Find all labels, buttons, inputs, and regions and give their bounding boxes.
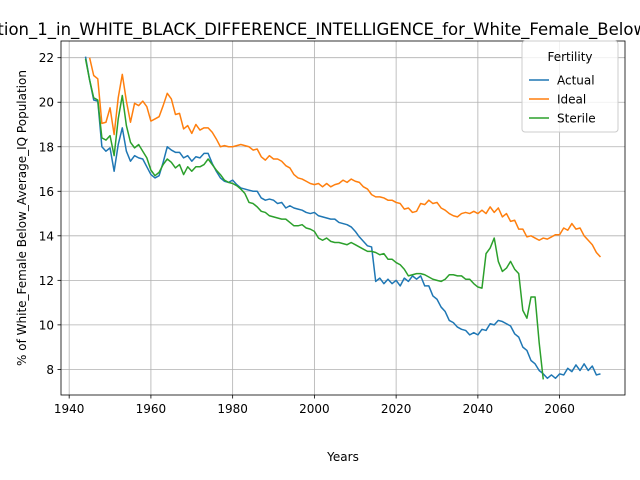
y-tick-label: 14 xyxy=(39,229,54,243)
legend-title: Fertility xyxy=(547,50,592,64)
y-tick-label: 8 xyxy=(46,363,54,377)
legend-label-ideal: Ideal xyxy=(557,93,586,107)
chart-title: Generation_1_in_WHITE_BLACK_DIFFERENCE_I… xyxy=(0,20,640,40)
x-tick-label: 1980 xyxy=(217,402,248,416)
x-tick-label: 1960 xyxy=(136,402,167,416)
y-tick-label: 18 xyxy=(39,140,54,154)
legend: Fertility Actual Ideal Sterile xyxy=(521,40,619,133)
x-tick-label: 2040 xyxy=(463,402,494,416)
x-axis-ticks: 1940 1960 1980 2000 2020 2040 2060 xyxy=(54,395,575,416)
x-tick-label: 2060 xyxy=(544,402,575,416)
y-tick-label: 16 xyxy=(39,185,54,199)
plot-frame xyxy=(60,40,626,396)
legend-label-sterile: Sterile xyxy=(557,112,596,126)
y-axis-label: % of White_Female Below_Average_IQ Popul… xyxy=(15,70,29,366)
x-tick-label: 1940 xyxy=(54,402,85,416)
legend-box xyxy=(521,40,619,133)
x-tick-label: 2020 xyxy=(381,402,412,416)
plot-lines xyxy=(84,56,602,380)
y-tick-label: 10 xyxy=(39,318,54,332)
x-axis-label: Years xyxy=(326,450,359,464)
legend-entries: Actual Ideal Sterile xyxy=(529,74,596,126)
x-tick-label: 2000 xyxy=(299,402,330,416)
series-line-sterile xyxy=(84,58,545,380)
y-axis-ticks: 8 10 12 14 16 18 20 22 xyxy=(39,51,61,377)
series-line-ideal xyxy=(88,57,602,258)
series-line-actual xyxy=(84,56,601,380)
y-tick-label: 20 xyxy=(39,96,54,110)
legend-label-actual: Actual xyxy=(557,74,595,88)
y-tick-label: 22 xyxy=(39,51,54,65)
y-tick-label: 12 xyxy=(39,274,54,288)
